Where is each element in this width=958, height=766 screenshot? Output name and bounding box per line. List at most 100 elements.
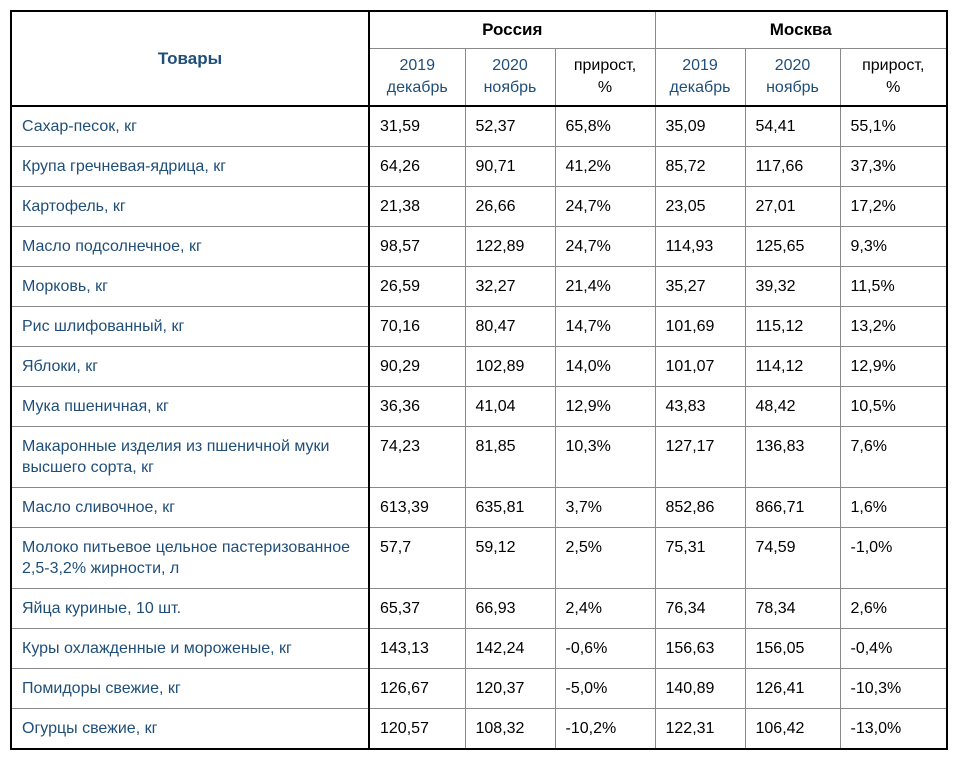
table-row: Масло подсолнечное, кг 98,57 122,89 24,7% 11… (10, 226, 948, 267)
group-header-row: Товары Россия Москва (10, 10, 948, 107)
table-row: Макаронные изделия из пшеничной муки выс… (10, 426, 948, 488)
moscow-growth-value: 2,6% (839, 588, 948, 629)
moscow-growth-value: 55,1% (839, 105, 948, 147)
table-row: Рис шлифованный, кг 70,16 80,47 14,7% 101,69… (10, 306, 948, 347)
table-row: Сахар-песок, кг 31,59 52,37 65,8% 35,09 54,41… (10, 105, 948, 147)
moscow-2020-value: 866,71 (744, 487, 841, 528)
moscow-growth-value: 17,2% (839, 186, 948, 227)
subheader-russia-2019-december: 2019 декабрь (368, 48, 466, 107)
moscow-growth-value: 7,6% (839, 426, 948, 488)
moscow-2020-value: 126,41 (744, 668, 841, 709)
subheader-line: прирост, (573, 57, 637, 74)
moscow-2019-value: 75,31 (654, 527, 746, 589)
product-name: Огурцы свежие, кг (10, 708, 370, 750)
moscow-2019-value: 156,63 (654, 628, 746, 669)
price-table: Товары Россия Москва 2019 декабрь 2020 н… (10, 10, 948, 750)
product-name: Рис шлифованный, кг (10, 306, 370, 347)
product-name: Морковь, кг (10, 266, 370, 307)
russia-growth-value: -10,2% (554, 708, 656, 750)
moscow-2020-value: 125,65 (744, 226, 841, 267)
moscow-2020-value: 39,32 (744, 266, 841, 307)
product-name: Молоко питьевое цельное пастеризованное … (10, 527, 370, 589)
moscow-growth-value: 13,2% (839, 306, 948, 347)
moscow-2019-value: 35,27 (654, 266, 746, 307)
russia-growth-value: 41,2% (554, 146, 656, 187)
russia-growth-value: 21,4% (554, 266, 656, 307)
russia-2019-value: 74,23 (368, 426, 466, 488)
moscow-2020-value: 54,41 (744, 105, 841, 147)
table-body: Сахар-песок, кг 31,59 52,37 65,8% 35,09 54,41… (10, 105, 948, 750)
subheader-line: ноябрь (483, 79, 537, 96)
subheader-line: % (597, 79, 613, 96)
table-row: Куры охлажденные и мороженые, кг 143,13 14… (10, 628, 948, 669)
moscow-2020-value: 48,42 (744, 386, 841, 427)
product-name: Мука пшеничная, кг (10, 386, 370, 427)
moscow-growth-value: 9,3% (839, 226, 948, 267)
subheader-line: 2020 (774, 57, 811, 74)
russia-growth-value: 3,7% (554, 487, 656, 528)
russia-growth-value: 24,7% (554, 226, 656, 267)
moscow-2019-value: 101,69 (654, 306, 746, 347)
subheader-moscow-2019-december: 2019 декабрь (654, 48, 746, 107)
russia-growth-value: 14,0% (554, 346, 656, 387)
moscow-growth-value: 11,5% (839, 266, 948, 307)
subheader-moscow-growth-percent: прирост, % (839, 48, 948, 107)
russia-2019-value: 26,59 (368, 266, 466, 307)
russia-2019-value: 613,39 (368, 487, 466, 528)
moscow-2019-value: 76,34 (654, 588, 746, 629)
russia-2020-value: 90,71 (464, 146, 556, 187)
moscow-growth-value: -13,0% (839, 708, 948, 750)
product-name: Помидоры свежие, кг (10, 668, 370, 709)
table-row: Картофель, кг 21,38 26,66 24,7% 23,05 27,01 17… (10, 186, 948, 227)
moscow-growth-value: 12,9% (839, 346, 948, 387)
table-row: Морковь, кг 26,59 32,27 21,4% 35,27 39,32 11,5… (10, 266, 948, 307)
subheader-line: 2019 (399, 57, 436, 74)
products-column-header: Товары (10, 10, 370, 107)
subheader-line: ноябрь (766, 79, 819, 96)
russia-growth-value: -5,0% (554, 668, 656, 709)
group-header-moscow: Москва (654, 10, 948, 49)
moscow-2019-value: 35,09 (654, 105, 746, 147)
table-row: Помидоры свежие, кг 126,67 120,37 -5,0% 140,… (10, 668, 948, 709)
russia-2019-value: 90,29 (368, 346, 466, 387)
subheader-russia-2020-november: 2020 ноябрь (464, 48, 556, 107)
product-name: Макаронные изделия из пшеничной муки выс… (10, 426, 370, 488)
russia-growth-value: 2,5% (554, 527, 656, 589)
russia-2019-value: 31,59 (368, 105, 466, 147)
moscow-2020-value: 78,34 (744, 588, 841, 629)
russia-growth-value: -0,6% (554, 628, 656, 669)
product-name: Яйца куриные, 10 шт. (10, 588, 370, 629)
subheader-line: прирост, (862, 57, 925, 74)
russia-2019-value: 120,57 (368, 708, 466, 750)
product-name: Картофель, кг (10, 186, 370, 227)
russia-2020-value: 635,81 (464, 487, 556, 528)
russia-2019-value: 126,67 (368, 668, 466, 709)
product-name: Масло подсолнечное, кг (10, 226, 370, 267)
russia-2020-value: 59,12 (464, 527, 556, 589)
subheader-russia-growth-percent: прирост, % (554, 48, 656, 107)
subheader-line: 2020 (492, 57, 528, 74)
russia-2020-value: 108,32 (464, 708, 556, 750)
subheader-line: декабрь (669, 79, 731, 96)
subheader-line: декабрь (386, 79, 448, 96)
russia-2020-value: 80,47 (464, 306, 556, 347)
russia-2020-value: 122,89 (464, 226, 556, 267)
subheader-line: 2019 (682, 57, 718, 74)
moscow-growth-value: -1,0% (839, 527, 948, 589)
russia-2019-value: 98,57 (368, 226, 466, 267)
subheader-row: 2019 декабрь 2020 ноябрь прирост, % 2019… (11, 48, 948, 107)
product-name: Куры охлажденные и мороженые, кг (10, 628, 370, 669)
moscow-2019-value: 852,86 (654, 487, 746, 528)
russia-growth-value: 24,7% (554, 186, 656, 227)
table-row: Молоко питьевое цельное пастеризованное … (10, 527, 948, 589)
table-row: Мука пшеничная, кг 36,36 41,04 12,9% 43,83 48… (10, 386, 948, 427)
russia-2019-value: 36,36 (368, 386, 466, 427)
moscow-2020-value: 115,12 (744, 306, 841, 347)
russia-2020-value: 102,89 (464, 346, 556, 387)
subheader-moscow-2020-november: 2020 ноябрь (744, 48, 841, 107)
moscow-2020-value: 117,66 (744, 146, 841, 187)
moscow-2019-value: 114,93 (654, 226, 746, 267)
moscow-2020-value: 136,83 (744, 426, 841, 488)
product-name: Яблоки, кг (10, 346, 370, 387)
moscow-growth-value: -0,4% (839, 628, 948, 669)
